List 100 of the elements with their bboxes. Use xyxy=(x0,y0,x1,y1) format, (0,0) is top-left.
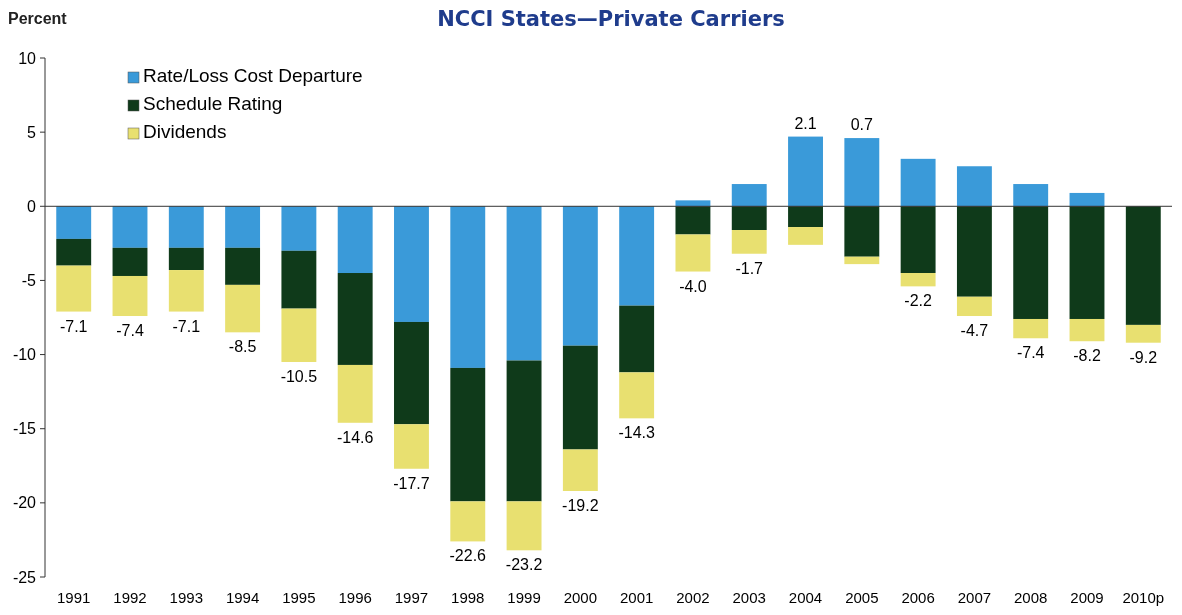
bar xyxy=(731,206,767,231)
x-tick-label: 2006 xyxy=(901,589,935,606)
bar xyxy=(900,273,936,287)
x-tick-label: 2002 xyxy=(676,589,710,606)
y-tick-label: 5 xyxy=(27,123,37,141)
bar xyxy=(225,247,261,285)
x-tick-label: 2009 xyxy=(1070,589,1104,606)
y-tick-label: -25 xyxy=(12,568,37,586)
bar xyxy=(731,184,767,207)
bar xyxy=(56,206,92,239)
x-tick-label: 1998 xyxy=(451,589,485,606)
bar xyxy=(337,364,373,423)
total-label: 2.1 xyxy=(794,114,817,132)
bar xyxy=(844,256,880,265)
total-label: -8.2 xyxy=(1073,347,1101,365)
total-label: -4.0 xyxy=(679,277,707,295)
bar xyxy=(506,206,542,361)
total-label: -7.4 xyxy=(116,322,144,340)
bar xyxy=(900,206,936,274)
total-label: -19.2 xyxy=(562,496,599,514)
x-tick-label: 1994 xyxy=(225,589,260,606)
x-tick-label: 1999 xyxy=(507,589,541,606)
bar xyxy=(956,296,992,317)
bar xyxy=(675,234,711,272)
legend-label: Dividends xyxy=(143,121,227,142)
bar xyxy=(562,449,598,491)
bar xyxy=(281,250,317,309)
bar xyxy=(337,206,373,274)
bar xyxy=(112,247,148,276)
bar xyxy=(675,200,711,207)
bar xyxy=(675,206,711,235)
bar xyxy=(1013,184,1049,207)
bar xyxy=(788,206,823,228)
bar xyxy=(56,238,92,266)
x-tick-label: 1997 xyxy=(394,589,429,606)
bar xyxy=(562,206,598,346)
bar xyxy=(900,158,936,207)
x-tick-label: 1996 xyxy=(338,589,372,606)
total-label: -7.1 xyxy=(172,317,201,335)
bar xyxy=(1013,206,1049,319)
total-label: -7.1 xyxy=(59,317,88,335)
x-tick-label: 2010p xyxy=(1122,589,1165,606)
y-tick-label: -10 xyxy=(12,346,37,364)
bar xyxy=(1069,206,1105,319)
bar xyxy=(788,227,823,245)
bar xyxy=(112,206,148,248)
bar xyxy=(337,273,373,365)
total-label: -4.7 xyxy=(960,322,989,340)
bar xyxy=(506,501,542,551)
y-tick-label: -5 xyxy=(21,272,37,290)
x-tick-label: 2008 xyxy=(1014,589,1048,606)
bar xyxy=(1125,324,1161,343)
x-tick-label: 1993 xyxy=(169,589,203,606)
bar xyxy=(1069,318,1105,342)
total-label: -8.5 xyxy=(228,338,257,356)
x-tick-label: 2004 xyxy=(788,589,823,606)
bar xyxy=(844,138,880,207)
total-label: -9.2 xyxy=(1129,348,1158,366)
bar xyxy=(281,308,317,362)
total-label: -23.2 xyxy=(505,556,543,574)
y-tick-label: -15 xyxy=(12,420,37,438)
bar xyxy=(956,166,992,207)
bar xyxy=(844,206,880,257)
x-tick-label: 1991 xyxy=(57,589,91,606)
total-label: 0.7 xyxy=(850,116,874,134)
y-tick-label: -20 xyxy=(12,494,37,512)
total-label: -10.5 xyxy=(280,367,318,385)
chart-title: NCCI States—Private Carriers xyxy=(437,7,785,31)
bar xyxy=(1069,192,1105,207)
y-tick-label: 0 xyxy=(27,197,37,215)
total-label: -2.2 xyxy=(904,292,932,310)
bar xyxy=(394,424,429,469)
bar xyxy=(112,275,148,317)
bar xyxy=(450,367,486,502)
bar xyxy=(450,206,486,368)
bar xyxy=(506,360,542,502)
bar xyxy=(450,501,486,542)
bar xyxy=(168,270,204,312)
legend-label: Schedule Rating xyxy=(143,93,283,114)
bar xyxy=(619,305,655,373)
bar xyxy=(1013,318,1049,339)
x-tick-label: 1995 xyxy=(282,589,316,606)
bar xyxy=(731,230,767,254)
bar xyxy=(394,321,429,425)
total-label: -1.7 xyxy=(735,259,764,277)
bar xyxy=(281,206,317,251)
x-tick-label: 2003 xyxy=(732,589,766,606)
bar xyxy=(56,265,92,312)
x-tick-label: 2001 xyxy=(619,589,654,606)
bar xyxy=(394,206,429,322)
bar xyxy=(788,136,823,207)
total-label: -17.7 xyxy=(393,474,430,492)
total-label: -14.6 xyxy=(336,428,374,446)
y-tick-label: 10 xyxy=(18,49,37,67)
x-tick-label: 2000 xyxy=(563,589,598,606)
legend-label: Rate/Loss Cost Departure xyxy=(143,65,363,86)
bar xyxy=(619,206,655,306)
bar xyxy=(619,372,655,419)
bar xyxy=(168,247,204,271)
x-tick-label: 2007 xyxy=(957,589,992,606)
